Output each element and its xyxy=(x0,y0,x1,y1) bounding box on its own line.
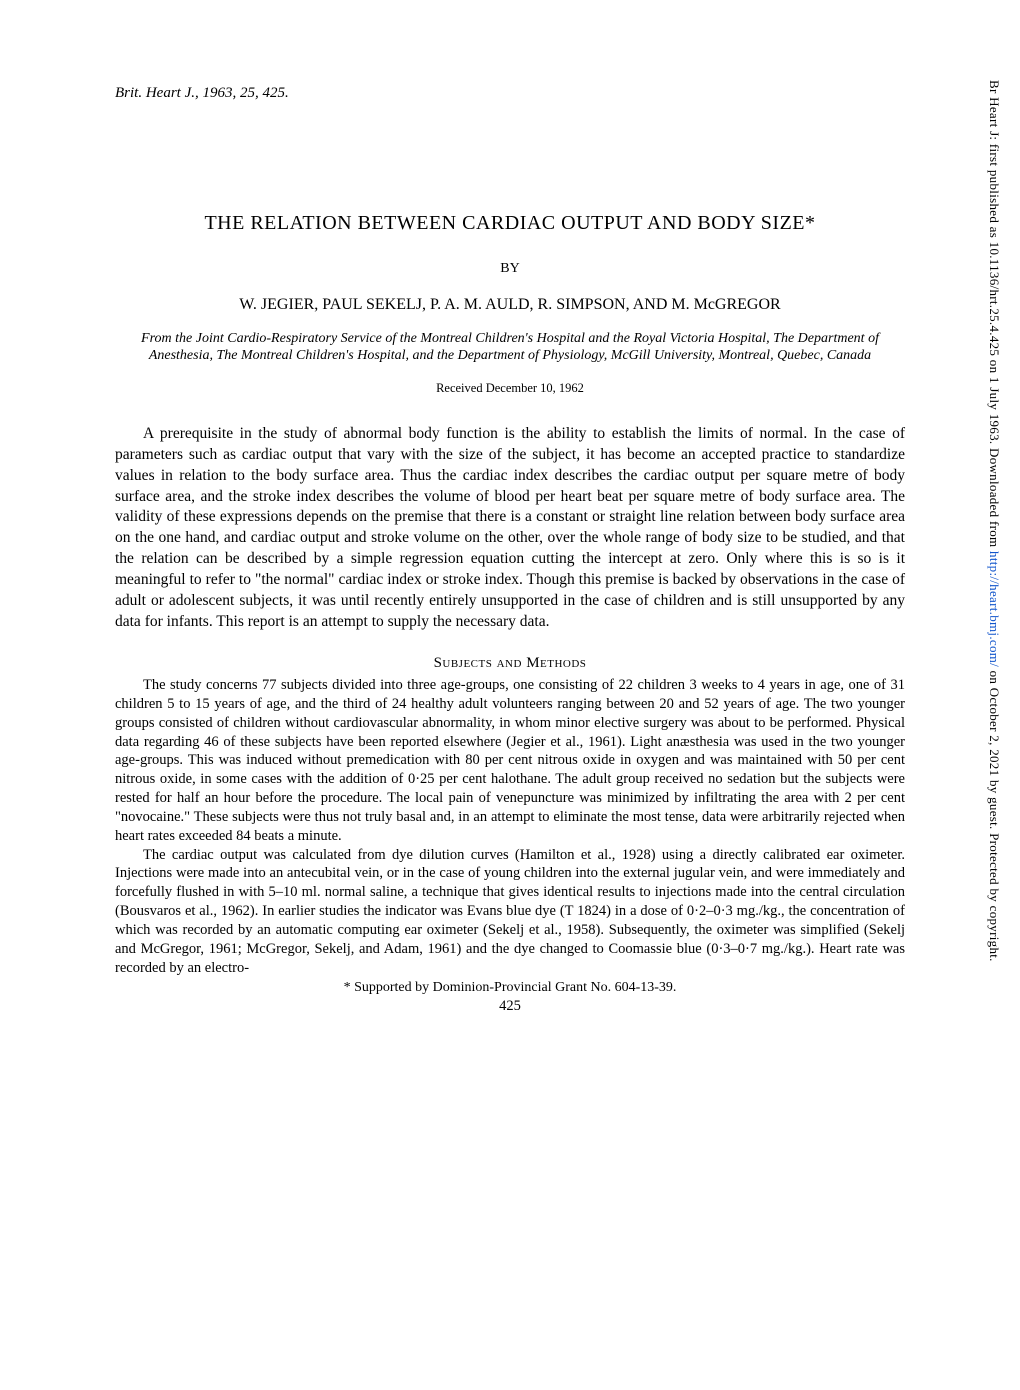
by-line: BY xyxy=(115,261,905,277)
section-heading-subjects-methods: Subjects and Methods xyxy=(115,655,905,672)
received-date: Received December 10, 1962 xyxy=(115,381,905,396)
page-container: Brit. Heart J., 1963, 25, 425. THE RELAT… xyxy=(0,0,1020,1065)
sidebar-prefix: Br Heart J: first published as 10.1136/h… xyxy=(987,80,1002,551)
sidebar-citation: Br Heart J: first published as 10.1136/h… xyxy=(980,80,1002,1320)
journal-reference: Brit. Heart J., 1963, 25, 425. xyxy=(115,85,905,102)
methods-paragraph-1: The study concerns 77 subjects divided i… xyxy=(115,676,905,846)
affiliation: From the Joint Cardio-Respiratory Servic… xyxy=(115,330,905,365)
footnote-grant: * Supported by Dominion-Provincial Grant… xyxy=(115,980,905,996)
page-number: 425 xyxy=(115,998,905,1015)
article-title: THE RELATION BETWEEN CARDIAC OUTPUT AND … xyxy=(115,212,905,235)
sidebar-suffix: on October 2, 2021 by guest. Protected b… xyxy=(987,667,1002,962)
methods-paragraph-2: The cardiac output was calculated from d… xyxy=(115,846,905,978)
introduction-paragraph: A prerequisite in the study of abnormal … xyxy=(115,424,905,633)
authors-list: W. JEGIER, PAUL SEKELJ, P. A. M. AULD, R… xyxy=(115,295,905,316)
sidebar-link[interactable]: http://heart.bmj.com/ xyxy=(987,551,1002,667)
